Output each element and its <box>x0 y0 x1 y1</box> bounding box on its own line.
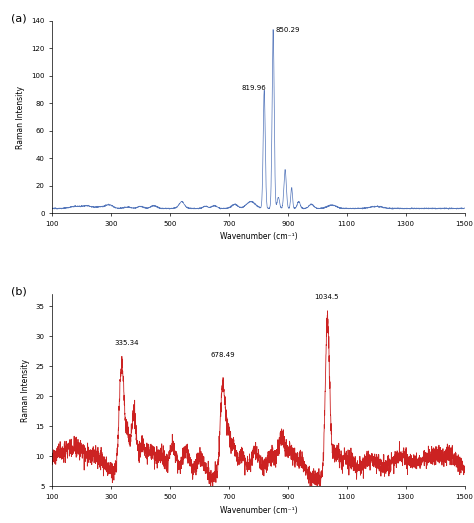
Y-axis label: Raman Intensity: Raman Intensity <box>17 86 26 149</box>
Text: 1034.5: 1034.5 <box>314 294 339 300</box>
Text: 335.34: 335.34 <box>114 340 138 346</box>
Text: 819.96: 819.96 <box>241 85 266 90</box>
Text: 678.49: 678.49 <box>210 352 235 358</box>
Text: 850.29: 850.29 <box>275 27 300 33</box>
Text: (a): (a) <box>11 13 27 23</box>
Y-axis label: Raman Intensity: Raman Intensity <box>21 359 30 422</box>
X-axis label: Wavenumber (cm⁻¹): Wavenumber (cm⁻¹) <box>219 232 297 242</box>
X-axis label: Wavenumber (cm⁻¹): Wavenumber (cm⁻¹) <box>219 506 297 515</box>
Text: (b): (b) <box>11 287 27 297</box>
